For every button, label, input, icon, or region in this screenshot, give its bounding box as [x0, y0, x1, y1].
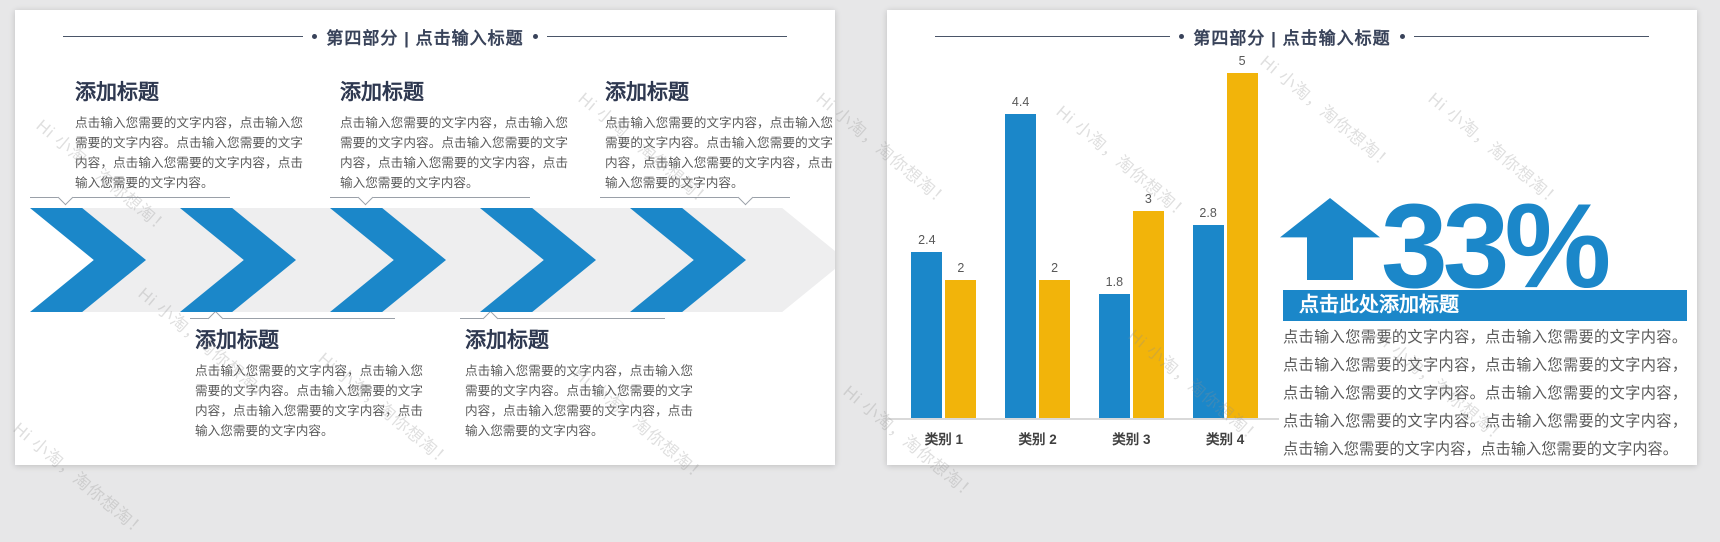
- block-body: 点击输入您需要的文字内容，点击输入您需要的文字内容。点击输入您需要的文字内容，点…: [75, 116, 303, 190]
- bar-chart-categories: 类别 1 类别 2 类别 3 类别 4: [897, 428, 1272, 448]
- section-header-title: 第四部分 | 点击输入标题: [1193, 28, 1391, 48]
- header-line-left: [63, 35, 304, 37]
- connector-line: [330, 189, 530, 206]
- text-block-bottom-1: 添加标题 点击输入您需要的文字内容，点击输入您需要的文字内容。点击输入您需要的文…: [195, 328, 423, 441]
- header-line-left: [935, 35, 1171, 37]
- bar-wrap: 4.4: [1005, 95, 1037, 418]
- bar-value-label: 2.4: [918, 233, 936, 247]
- bar-value-label: 2: [957, 261, 965, 275]
- bar-wrap: 1.8: [1098, 275, 1130, 418]
- body-paragraph: 点击输入您需要的文字内容，点击输入您需要的文字内容。点击输入您需要的文字内容，点…: [1283, 329, 1687, 458]
- block-body: 点击输入您需要的文字内容，点击输入您需要的文字内容。点击输入您需要的文字内容，点…: [340, 116, 568, 190]
- bar-value-label: 5: [1238, 54, 1246, 68]
- bar-wrap: 2.8: [1192, 206, 1224, 418]
- stat-value: 33%: [1381, 179, 1611, 313]
- x-axis-line: [887, 418, 1279, 420]
- bar-yellow: [1226, 73, 1258, 418]
- block-title: 添加标题: [605, 81, 689, 104]
- slide-left[interactable]: 第四部分 | 点击输入标题 添加标题 点击输入您需要的文字内容，点击输入您需要的…: [15, 10, 835, 465]
- bar-blue: [1005, 114, 1037, 418]
- section-header: 第四部分 | 点击输入标题: [935, 24, 1650, 48]
- bar-group: 2.8 5: [1192, 54, 1258, 418]
- category-label: 类别 3: [1112, 432, 1151, 447]
- text-block-top-1: 添加标题 点击输入您需要的文字内容，点击输入您需要的文字内容。点击输入您需要的文…: [75, 80, 303, 193]
- category-label: 类别 1: [924, 432, 963, 447]
- bar-wrap: 2.4: [911, 233, 943, 418]
- connector-line: [600, 189, 790, 206]
- text-block-top-2: 添加标题 点击输入您需要的文字内容，点击输入您需要的文字内容。点击输入您需要的文…: [340, 80, 568, 193]
- bar-value-label: 2.8: [1199, 206, 1217, 220]
- bar-group: 4.4 2: [1005, 95, 1071, 418]
- section-header-title: 第四部分 | 点击输入标题: [326, 28, 524, 48]
- bar-value-label: 1.8: [1105, 275, 1124, 289]
- category-label: 类别 2: [1018, 432, 1057, 447]
- banner-title: 点击此处添加标题: [1283, 290, 1687, 321]
- connector-line: [460, 310, 665, 327]
- bar-wrap: 2: [945, 261, 977, 418]
- bar-yellow: [1132, 211, 1164, 418]
- block-body: 点击输入您需要的文字内容，点击输入您需要的文字内容。点击输入您需要的文字内容，点…: [605, 116, 833, 190]
- section-header: 第四部分 | 点击输入标题: [63, 24, 788, 48]
- bar-wrap: 3: [1132, 192, 1164, 418]
- header-line-right: [1413, 35, 1650, 37]
- block-body: 点击输入您需要的文字内容，点击输入您需要的文字内容。点击输入您需要的文字内容，点…: [195, 364, 423, 438]
- header-dot-left: [1179, 33, 1185, 39]
- connector-line: [190, 310, 395, 327]
- block-body: 点击输入您需要的文字内容，点击输入您需要的文字内容。点击输入您需要的文字内容，点…: [465, 364, 693, 438]
- header-dot-right: [532, 33, 538, 39]
- header-dot-left: [312, 33, 318, 39]
- bar-blue: [1192, 225, 1224, 418]
- bar-value-label: 2: [1051, 261, 1059, 275]
- up-arrow-icon: [1280, 198, 1380, 280]
- header-line-right: [546, 35, 788, 37]
- category-label: 类别 4: [1205, 432, 1245, 447]
- connector-notch-icon: [207, 310, 224, 327]
- block-title: 添加标题: [340, 81, 424, 104]
- block-title: 添加标题: [195, 329, 279, 352]
- bar-blue: [911, 252, 943, 418]
- bar-wrap: 2: [1039, 261, 1071, 418]
- bar-yellow: [945, 280, 977, 418]
- bar-wrap: 5: [1226, 54, 1258, 418]
- bar-value-label: 3: [1144, 192, 1152, 206]
- chevron-band: [30, 208, 835, 312]
- bar-yellow: [1039, 280, 1071, 418]
- bar-blue: [1098, 294, 1130, 418]
- bar-value-label: 4.4: [1011, 95, 1030, 109]
- bar-chart-plot: 2.4 2 4.4 2 1.8 3 2.8 5: [897, 54, 1272, 418]
- bar-group: 2.4 2: [911, 233, 977, 418]
- connector-notch-icon: [482, 310, 499, 327]
- connector-notch-icon: [57, 189, 74, 206]
- bar-group: 1.8 3: [1098, 192, 1164, 418]
- block-title: 添加标题: [465, 329, 549, 352]
- text-block-bottom-2: 添加标题 点击输入您需要的文字内容，点击输入您需要的文字内容。点击输入您需要的文…: [465, 328, 693, 441]
- block-title: 添加标题: [75, 81, 159, 104]
- header-dot-right: [1399, 33, 1405, 39]
- connector-line: [30, 189, 230, 206]
- text-block-top-3: 添加标题 点击输入您需要的文字内容，点击输入您需要的文字内容。点击输入您需要的文…: [605, 80, 833, 193]
